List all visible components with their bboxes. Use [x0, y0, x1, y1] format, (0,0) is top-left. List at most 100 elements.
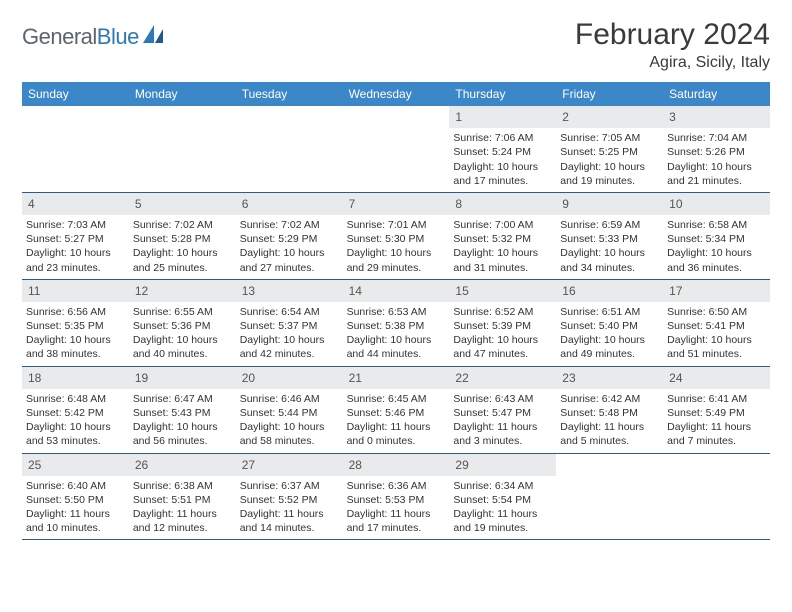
sunrise-text: Sunrise: 7:06 AM	[453, 131, 552, 145]
sunset-text: Sunset: 5:52 PM	[240, 493, 339, 507]
day-cell: 5Sunrise: 7:02 AMSunset: 5:28 PMDaylight…	[129, 193, 236, 279]
daylight-text: Daylight: 10 hours and 56 minutes.	[133, 420, 232, 448]
sunrise-text: Sunrise: 6:47 AM	[133, 392, 232, 406]
day-body: Sunrise: 6:34 AMSunset: 5:54 PMDaylight:…	[449, 476, 556, 540]
day-body: Sunrise: 6:43 AMSunset: 5:47 PMDaylight:…	[449, 389, 556, 453]
sunrise-text: Sunrise: 7:00 AM	[453, 218, 552, 232]
day-number: 22	[449, 367, 556, 389]
daylight-text: Daylight: 10 hours and 29 minutes.	[347, 246, 446, 274]
sunrise-text: Sunrise: 7:04 AM	[667, 131, 766, 145]
daylight-text: Daylight: 10 hours and 53 minutes.	[26, 420, 125, 448]
day-cell: 11Sunrise: 6:56 AMSunset: 5:35 PMDayligh…	[22, 280, 129, 366]
empty-cell	[663, 454, 770, 540]
title-block: February 2024 Agira, Sicily, Italy	[575, 18, 770, 72]
empty-cell	[129, 106, 236, 192]
day-cell: 29Sunrise: 6:34 AMSunset: 5:54 PMDayligh…	[449, 454, 556, 540]
daylight-text: Daylight: 11 hours and 0 minutes.	[347, 420, 446, 448]
sunrise-text: Sunrise: 6:37 AM	[240, 479, 339, 493]
calendar-body: 1Sunrise: 7:06 AMSunset: 5:24 PMDaylight…	[22, 106, 770, 540]
empty-cell	[556, 454, 663, 540]
sunset-text: Sunset: 5:40 PM	[560, 319, 659, 333]
daylight-text: Daylight: 10 hours and 34 minutes.	[560, 246, 659, 274]
brand-part1: General	[22, 24, 97, 49]
sunset-text: Sunset: 5:39 PM	[453, 319, 552, 333]
sunrise-text: Sunrise: 6:38 AM	[133, 479, 232, 493]
day-body: Sunrise: 6:38 AMSunset: 5:51 PMDaylight:…	[129, 476, 236, 540]
day-body: Sunrise: 6:58 AMSunset: 5:34 PMDaylight:…	[663, 215, 770, 279]
sunset-text: Sunset: 5:42 PM	[26, 406, 125, 420]
sunrise-text: Sunrise: 6:59 AM	[560, 218, 659, 232]
empty-cell	[236, 106, 343, 192]
weekday-header: Friday	[556, 82, 663, 106]
day-number: 21	[343, 367, 450, 389]
daylight-text: Daylight: 11 hours and 7 minutes.	[667, 420, 766, 448]
weekday-header: Tuesday	[236, 82, 343, 106]
day-number: 5	[129, 193, 236, 215]
sunset-text: Sunset: 5:30 PM	[347, 232, 446, 246]
day-body: Sunrise: 7:06 AMSunset: 5:24 PMDaylight:…	[449, 128, 556, 192]
daylight-text: Daylight: 10 hours and 47 minutes.	[453, 333, 552, 361]
daylight-text: Daylight: 11 hours and 12 minutes.	[133, 507, 232, 535]
day-cell: 7Sunrise: 7:01 AMSunset: 5:30 PMDaylight…	[343, 193, 450, 279]
calendar: SundayMondayTuesdayWednesdayThursdayFrid…	[22, 82, 770, 540]
sunset-text: Sunset: 5:28 PM	[133, 232, 232, 246]
sunrise-text: Sunrise: 6:45 AM	[347, 392, 446, 406]
brand-logo: GeneralBlue	[22, 18, 165, 50]
sunrise-text: Sunrise: 7:02 AM	[133, 218, 232, 232]
daylight-text: Daylight: 10 hours and 23 minutes.	[26, 246, 125, 274]
day-number: 16	[556, 280, 663, 302]
day-cell: 2Sunrise: 7:05 AMSunset: 5:25 PMDaylight…	[556, 106, 663, 192]
weekday-header-row: SundayMondayTuesdayWednesdayThursdayFrid…	[22, 82, 770, 106]
day-body: Sunrise: 6:53 AMSunset: 5:38 PMDaylight:…	[343, 302, 450, 366]
month-title: February 2024	[575, 18, 770, 52]
daylight-text: Daylight: 11 hours and 14 minutes.	[240, 507, 339, 535]
day-cell: 13Sunrise: 6:54 AMSunset: 5:37 PMDayligh…	[236, 280, 343, 366]
daylight-text: Daylight: 10 hours and 36 minutes.	[667, 246, 766, 274]
sunset-text: Sunset: 5:35 PM	[26, 319, 125, 333]
day-number: 2	[556, 106, 663, 128]
day-cell: 8Sunrise: 7:00 AMSunset: 5:32 PMDaylight…	[449, 193, 556, 279]
sunrise-text: Sunrise: 6:55 AM	[133, 305, 232, 319]
day-cell: 15Sunrise: 6:52 AMSunset: 5:39 PMDayligh…	[449, 280, 556, 366]
day-cell: 27Sunrise: 6:37 AMSunset: 5:52 PMDayligh…	[236, 454, 343, 540]
day-cell: 24Sunrise: 6:41 AMSunset: 5:49 PMDayligh…	[663, 367, 770, 453]
empty-cell	[343, 106, 450, 192]
sunset-text: Sunset: 5:29 PM	[240, 232, 339, 246]
day-number: 4	[22, 193, 129, 215]
day-number: 14	[343, 280, 450, 302]
day-cell: 18Sunrise: 6:48 AMSunset: 5:42 PMDayligh…	[22, 367, 129, 453]
daylight-text: Daylight: 10 hours and 21 minutes.	[667, 160, 766, 188]
sunset-text: Sunset: 5:49 PM	[667, 406, 766, 420]
day-body: Sunrise: 6:48 AMSunset: 5:42 PMDaylight:…	[22, 389, 129, 453]
day-body: Sunrise: 6:40 AMSunset: 5:50 PMDaylight:…	[22, 476, 129, 540]
day-body: Sunrise: 6:55 AMSunset: 5:36 PMDaylight:…	[129, 302, 236, 366]
sunset-text: Sunset: 5:50 PM	[26, 493, 125, 507]
sunrise-text: Sunrise: 6:46 AM	[240, 392, 339, 406]
day-cell: 23Sunrise: 6:42 AMSunset: 5:48 PMDayligh…	[556, 367, 663, 453]
day-body: Sunrise: 6:56 AMSunset: 5:35 PMDaylight:…	[22, 302, 129, 366]
sunset-text: Sunset: 5:44 PM	[240, 406, 339, 420]
day-cell: 22Sunrise: 6:43 AMSunset: 5:47 PMDayligh…	[449, 367, 556, 453]
daylight-text: Daylight: 11 hours and 5 minutes.	[560, 420, 659, 448]
day-body: Sunrise: 6:47 AMSunset: 5:43 PMDaylight:…	[129, 389, 236, 453]
week-row: 18Sunrise: 6:48 AMSunset: 5:42 PMDayligh…	[22, 367, 770, 454]
sunset-text: Sunset: 5:46 PM	[347, 406, 446, 420]
day-number: 18	[22, 367, 129, 389]
brand-sail-icon	[143, 25, 165, 50]
header: GeneralBlue February 2024 Agira, Sicily,…	[22, 18, 770, 72]
day-number: 28	[343, 454, 450, 476]
sunset-text: Sunset: 5:48 PM	[560, 406, 659, 420]
week-row: 4Sunrise: 7:03 AMSunset: 5:27 PMDaylight…	[22, 193, 770, 280]
sunrise-text: Sunrise: 6:54 AM	[240, 305, 339, 319]
sunrise-text: Sunrise: 6:56 AM	[26, 305, 125, 319]
brand-part2: Blue	[97, 24, 139, 49]
day-number: 19	[129, 367, 236, 389]
sunrise-text: Sunrise: 7:01 AM	[347, 218, 446, 232]
empty-cell	[22, 106, 129, 192]
day-cell: 9Sunrise: 6:59 AMSunset: 5:33 PMDaylight…	[556, 193, 663, 279]
sunrise-text: Sunrise: 7:02 AM	[240, 218, 339, 232]
weekday-header: Thursday	[449, 82, 556, 106]
day-body: Sunrise: 6:50 AMSunset: 5:41 PMDaylight:…	[663, 302, 770, 366]
sunrise-text: Sunrise: 6:34 AM	[453, 479, 552, 493]
week-row: 1Sunrise: 7:06 AMSunset: 5:24 PMDaylight…	[22, 106, 770, 193]
